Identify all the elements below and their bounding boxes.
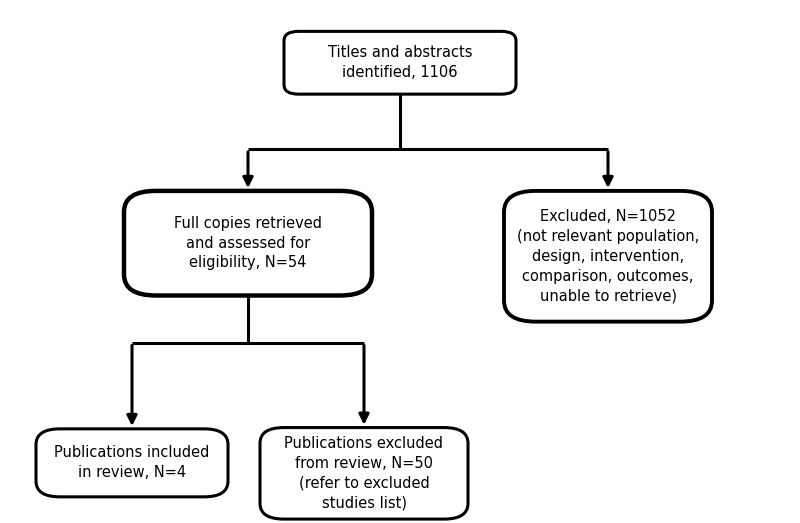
FancyBboxPatch shape (124, 191, 372, 295)
FancyBboxPatch shape (504, 191, 712, 322)
FancyBboxPatch shape (284, 31, 516, 94)
Text: Titles and abstracts
identified, 1106: Titles and abstracts identified, 1106 (328, 46, 472, 80)
Text: Full copies retrieved
and assessed for
eligibility, N=54: Full copies retrieved and assessed for e… (174, 216, 322, 270)
Text: Excluded, N=1052
(not relevant population,
design, intervention,
comparison, out: Excluded, N=1052 (not relevant populatio… (517, 209, 699, 303)
FancyBboxPatch shape (260, 428, 468, 519)
FancyBboxPatch shape (36, 429, 228, 497)
Text: Publications excluded
from review, N=50
(refer to excluded
studies list): Publications excluded from review, N=50 … (285, 436, 443, 510)
Text: Publications included
in review, N=4: Publications included in review, N=4 (54, 446, 210, 480)
